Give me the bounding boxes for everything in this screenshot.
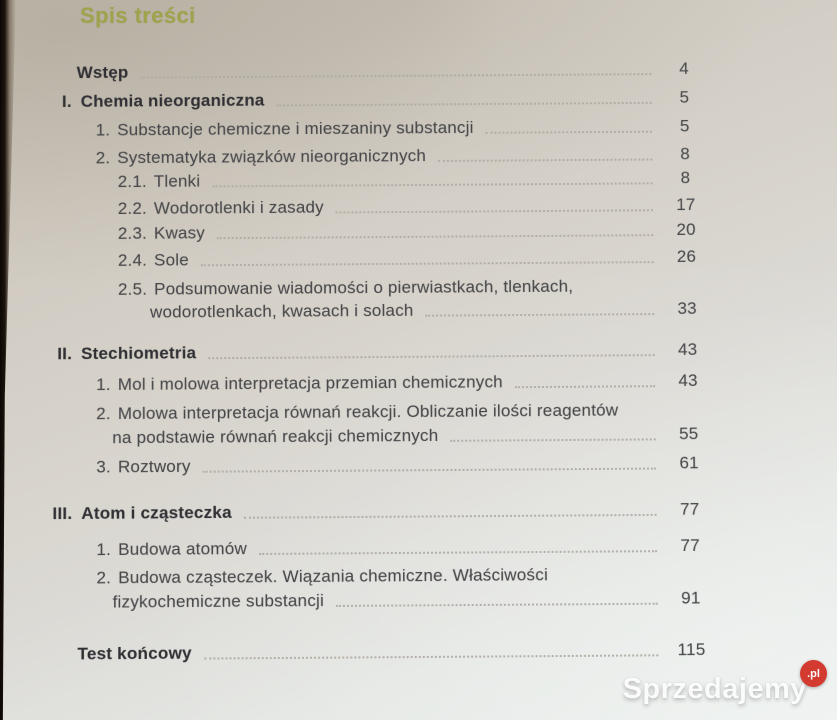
toc-entry-number: III. — [52, 503, 73, 524]
toc-entry-number: II. — [57, 344, 73, 364]
toc-entry-number: 2.3. — [117, 223, 148, 243]
toc-entry-label: Tlenki — [153, 171, 201, 191]
toc-entry: 1. Budowa atomów 77 — [46, 532, 713, 564]
toc-entry-label: Wstęp — [76, 62, 129, 83]
toc-leader-dots — [212, 182, 653, 188]
toc-entry-label: Sole — [154, 250, 189, 270]
toc-leader-dots — [243, 513, 657, 519]
toc-page-number: 115 — [677, 639, 706, 660]
toc-entry-label: Stechiometria — [81, 343, 197, 364]
toc-entry-number: 2. — [96, 404, 111, 424]
toc-entry-label: Substancje chemiczne i mieszaniny substa… — [117, 117, 474, 140]
toc-entry-number: 2.4. — [117, 250, 148, 270]
toc-entry: 1. Substancje chemiczne i mieszaniny subs… — [46, 112, 708, 143]
toc-page-number: 4 — [679, 58, 689, 78]
toc-page-number: 20 — [676, 219, 696, 239]
toc-entry-number: 2.2. — [117, 198, 147, 218]
toc-page-number: 33 — [677, 298, 697, 318]
toc-page-number: 91 — [681, 588, 701, 608]
toc-entry-number: I. — [61, 92, 72, 111]
toc-entry-label: Systematyka związków nieorganicznych — [117, 146, 427, 168]
toc-leader-dots — [203, 654, 659, 660]
sprzedajemy-watermark: Sprzedajemy .pl — [622, 660, 827, 706]
toc-page-number: 43 — [678, 370, 698, 391]
toc-entry-label: fizykochemiczne substancji — [112, 590, 325, 612]
toc-entry-label: Atom i cząsteczka — [81, 502, 232, 523]
toc-entry: na podstawie równań reakcji chemicznych 5… — [46, 420, 712, 452]
toc-leader-dots — [450, 438, 656, 442]
toc-entry: 1. Mol i molowa interpretacja przemian ch… — [46, 367, 711, 399]
toc-entry-number: 1. — [96, 539, 112, 560]
toc-page-number: 55 — [678, 424, 699, 444]
toc-entry-label: Budowa cząsteczek. Wiązania chemiczne. W… — [118, 565, 549, 588]
toc-leader-dots — [335, 209, 653, 214]
toc-entry: 3. Roztwory 61 — [46, 449, 712, 481]
toc-entry-label: wodorotlenkach, kwasach i solach — [150, 300, 414, 322]
table-of-contents: Wstęp 4 I. Chemia nieorganiczna 5 1. Substancj… — [46, 55, 715, 668]
toc-entry-number: 3. — [96, 457, 111, 477]
toc-page-number: 61 — [679, 453, 699, 473]
toc-page-number: 8 — [680, 168, 691, 188]
toc-entry-label: Kwasy — [153, 223, 206, 243]
toc-entry-label: Budowa atomów — [118, 538, 248, 560]
toc-page-number: 43 — [677, 339, 698, 359]
toc-leader-dots — [438, 158, 653, 162]
toc-entry-number: 1. — [96, 374, 111, 395]
pl-badge: .pl — [800, 660, 827, 687]
toc-entry-number: 2. — [95, 148, 111, 168]
toc-entry-label: Wodorotlenki i zasady — [153, 197, 324, 218]
toc-leader-dots — [259, 550, 658, 555]
toc-leader-dots — [276, 101, 652, 107]
toc-entry-label: Mol i molowa interpretacja przemian chem… — [117, 372, 503, 394]
toc-entry-number: 2.5. — [117, 279, 148, 299]
watermark-brand-text: Sprzedajemy — [622, 673, 807, 705]
page-left-edge — [0, 0, 16, 720]
toc-page-number: 5 — [679, 116, 690, 136]
toc-leader-dots — [202, 467, 657, 473]
toc-page-number: 17 — [676, 195, 696, 215]
toc-entry: II. Stechiometria 43 — [46, 336, 711, 368]
toc-entry-label: Roztwory — [117, 456, 191, 477]
toc-entry-label: Chemia nieorganiczna — [80, 90, 265, 111]
toc-leader-dots — [140, 73, 652, 79]
toc-page-number: 5 — [679, 87, 690, 107]
toc-page-number: 77 — [680, 535, 700, 556]
toc-leader-dots — [514, 385, 656, 389]
toc-entry: Wstęp 4 — [46, 55, 707, 86]
toc-leader-dots — [485, 130, 652, 134]
toc-entry-number: 2.1. — [117, 171, 147, 192]
toc-entry-label: na podstawie równań reakcji chemicznych — [112, 425, 439, 448]
toc-entry: Test końcowy 115 — [46, 636, 715, 668]
toc-entry-number: 2. — [96, 568, 112, 588]
toc-leader-dots — [336, 602, 658, 607]
toc-page-number: 77 — [679, 499, 700, 519]
toc-entry: I. Chemia nieorganiczna 5 — [46, 84, 708, 115]
toc-page-number: 26 — [676, 246, 697, 266]
toc-entry: III. Atom i cząsteczka 77 — [46, 495, 713, 527]
toc-leader-dots — [425, 313, 655, 317]
toc-entry-number: 1. — [95, 120, 111, 140]
toc-leader-dots — [216, 234, 654, 240]
toc-leader-dots — [200, 261, 654, 267]
toc-entry-label: Test końcowy — [77, 643, 192, 664]
toc-title: Spis treści — [80, 3, 196, 28]
toc-entry: 2.4. Sole 26 — [46, 243, 710, 275]
toc-leader-dots — [208, 354, 655, 360]
